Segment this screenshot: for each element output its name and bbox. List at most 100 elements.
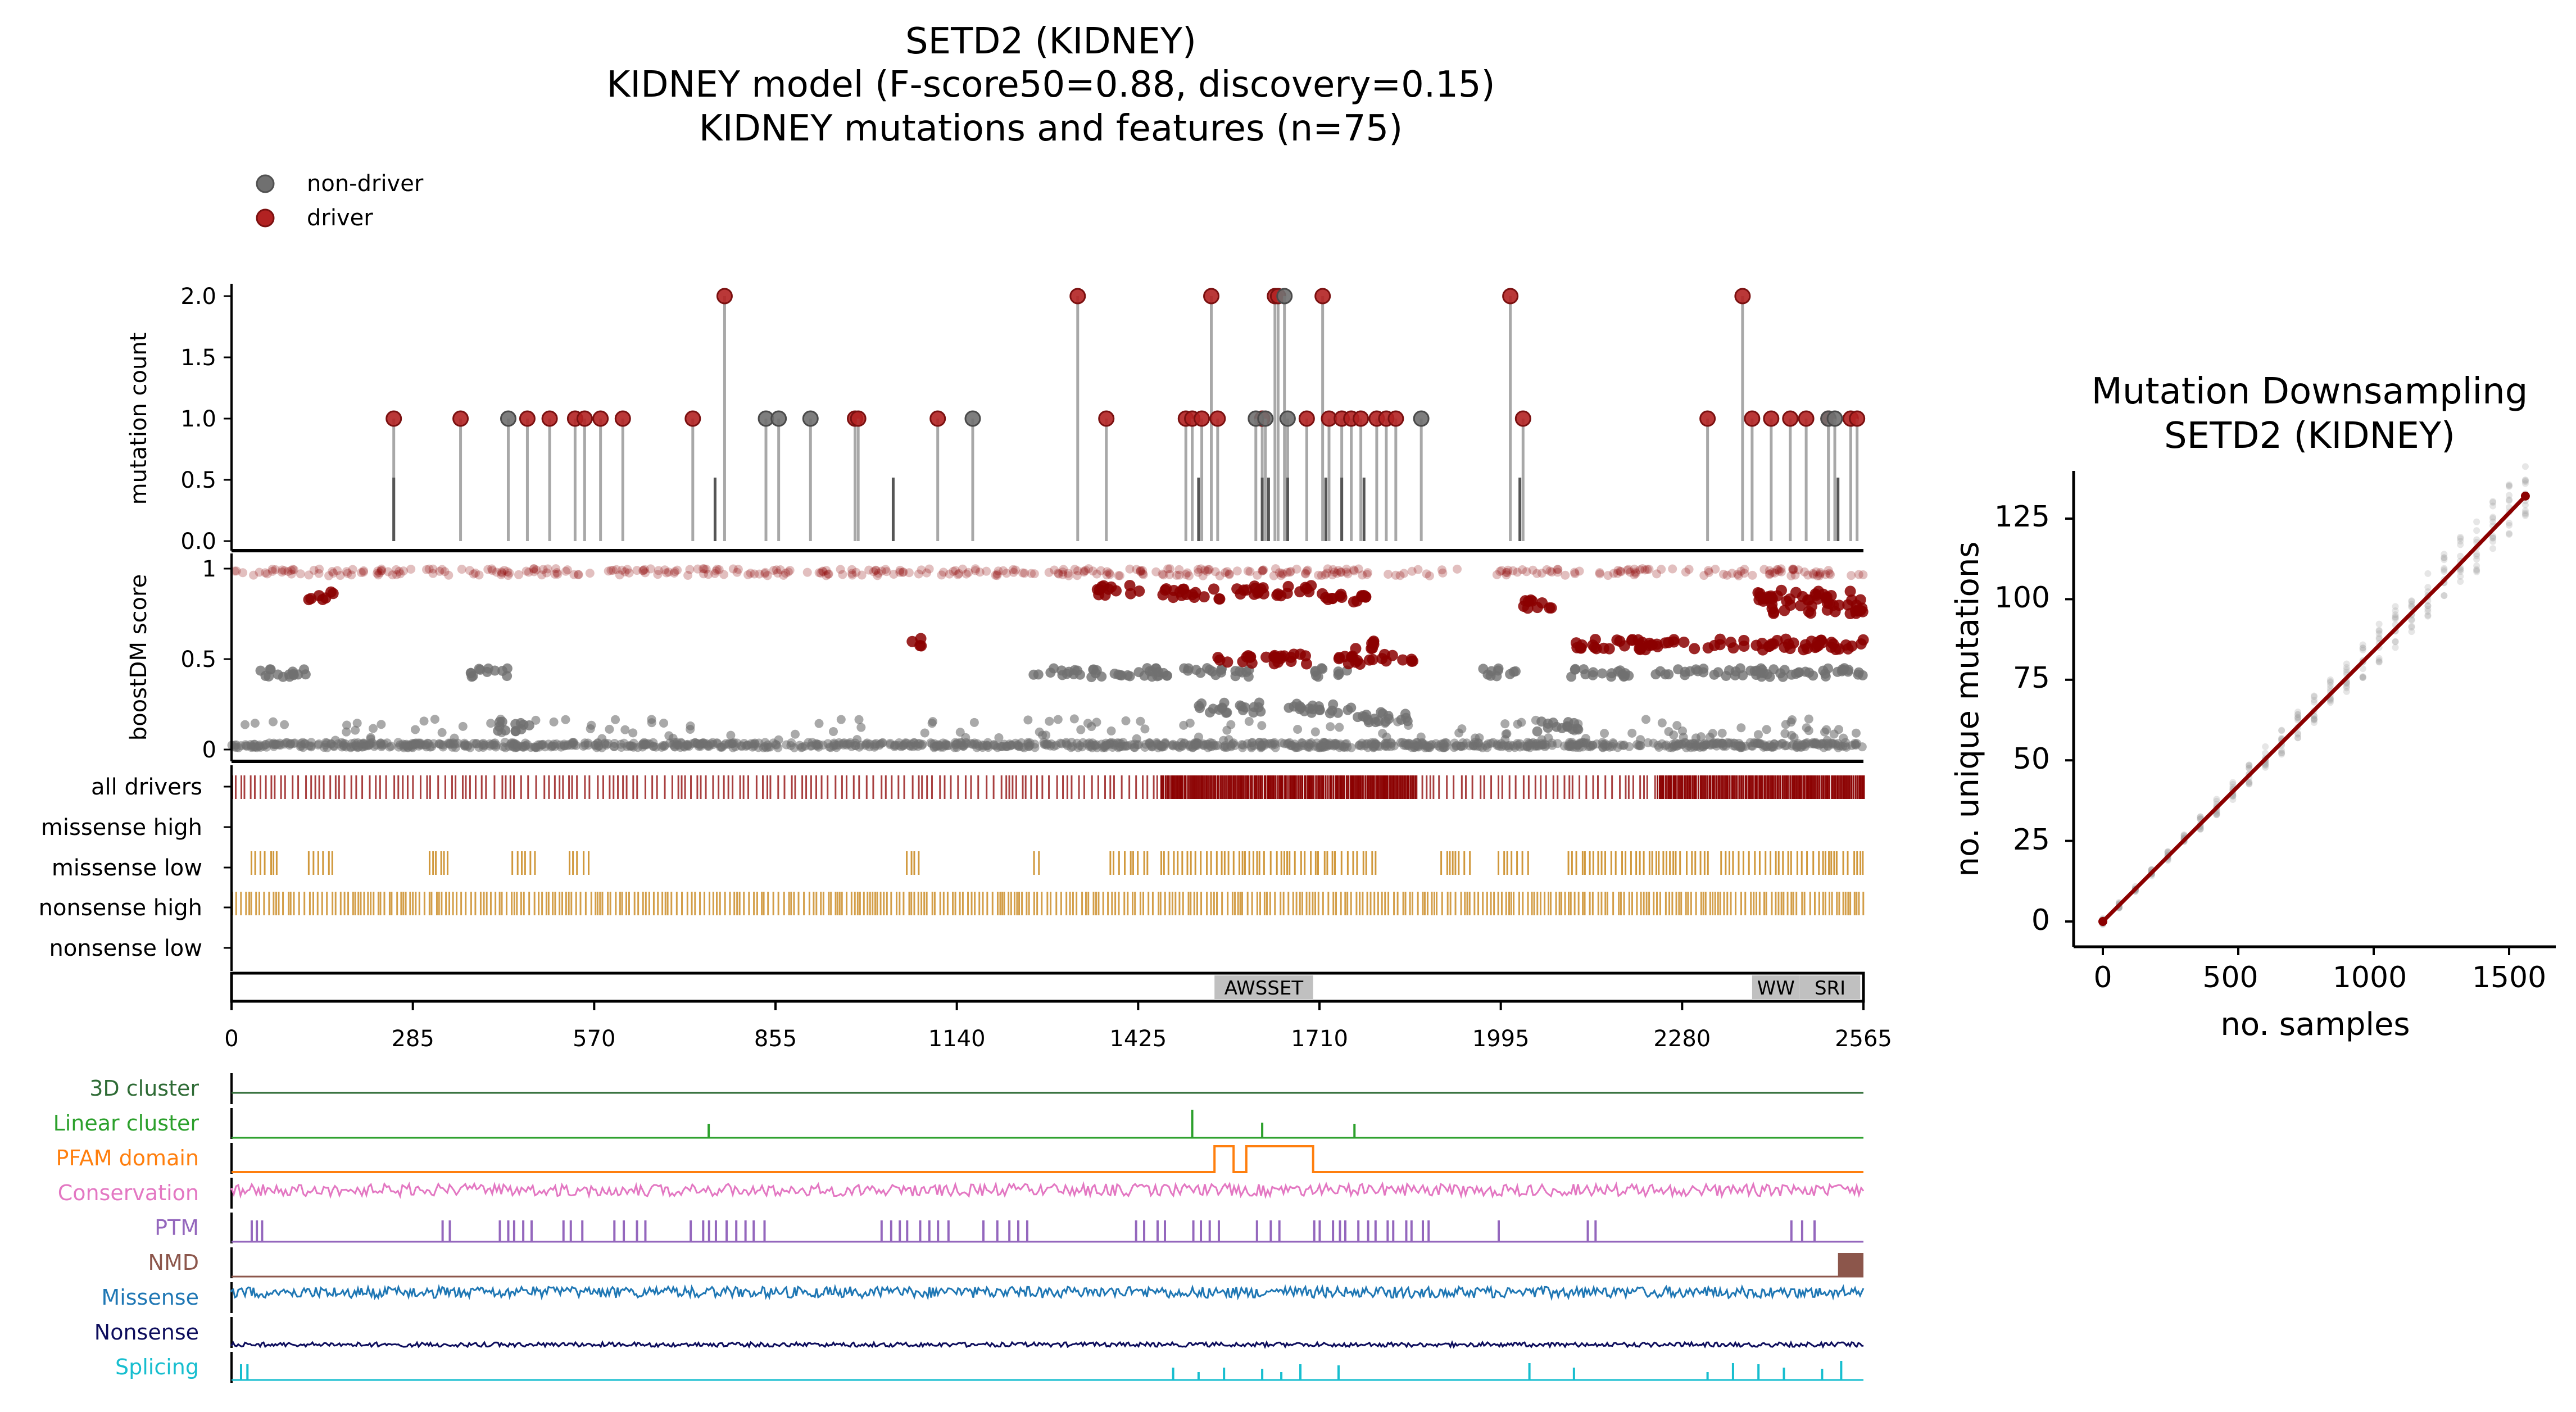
consequence-tick: [1506, 851, 1508, 875]
consequence-tick: [1168, 892, 1171, 915]
consequence-tick: [1728, 851, 1730, 875]
consequence-tick: [1323, 851, 1326, 875]
consequence-tick: [830, 892, 832, 915]
score-point: [262, 569, 272, 579]
score-point: [856, 723, 866, 732]
lollipop-head-non-driver: [1826, 410, 1843, 427]
lollipop-head-non-driver: [1413, 410, 1430, 427]
consequence-tick: [1003, 892, 1005, 915]
consequence-tick: [1460, 892, 1462, 915]
legend-label-nondriver: non-driver: [307, 171, 424, 197]
score-point: [1608, 738, 1618, 747]
score-point: [961, 733, 970, 742]
score-point: [1609, 569, 1618, 578]
score-point: [1508, 741, 1518, 751]
consequence-tick: [1304, 775, 1306, 799]
consequence-tick: [1224, 775, 1226, 799]
consequence-tick: [1118, 892, 1120, 915]
mutation-count-ticks: [224, 295, 232, 542]
score-point: [572, 741, 581, 750]
consequence-tick: [1795, 892, 1798, 915]
score-point: [537, 570, 547, 580]
score-point: [1378, 729, 1387, 738]
score-point: [683, 571, 693, 580]
consequence-tick: [1246, 775, 1249, 799]
feature-tracks: 3D cluster Linear cluster PFAM domain Co…: [53, 1073, 1865, 1383]
consequence-tick: [1314, 892, 1316, 915]
score-point: [1465, 741, 1475, 751]
consequence-tick: [355, 775, 357, 799]
score-point: [1570, 569, 1580, 579]
score-point: [873, 571, 882, 580]
score-point: [1736, 723, 1746, 733]
score-point: [1500, 719, 1510, 729]
lollipop-head-driver: [614, 410, 631, 427]
score-point: [1258, 566, 1267, 576]
score-point: [1257, 721, 1267, 730]
score-point: [267, 565, 277, 574]
score-point: [477, 739, 487, 749]
consequence-tick: [1349, 775, 1352, 799]
consequence-tick: [1340, 892, 1342, 915]
score-point: [1198, 571, 1208, 580]
consequence-tick: [1643, 892, 1645, 915]
score-point: [271, 739, 281, 749]
score-point: [1238, 584, 1250, 596]
score-point: [277, 567, 287, 577]
consequence-tick: [305, 775, 307, 799]
score-point: [1354, 564, 1363, 574]
score-point: [1551, 721, 1562, 732]
consequence-tick: [1235, 775, 1237, 799]
ptm-site: [1344, 1220, 1346, 1242]
consequence-tick: [761, 892, 763, 915]
consequence-tick: [691, 892, 693, 915]
consequence-tick: [1281, 775, 1283, 799]
score-point: [317, 593, 329, 605]
score-point: [1096, 566, 1106, 575]
ds-sample-point: [2521, 463, 2529, 470]
consequence-tick: [992, 775, 995, 799]
score-point: [1804, 668, 1815, 678]
score-point: [422, 565, 432, 574]
ptm-site: [1192, 1220, 1195, 1242]
lollipop-head-driver: [576, 410, 593, 427]
consequence-tick: [1181, 775, 1183, 799]
consequence-tick: [323, 775, 325, 799]
consequence-tick: [872, 775, 874, 799]
consequence-tick: [1618, 892, 1620, 915]
score-point: [1847, 571, 1856, 580]
score-point: [783, 567, 793, 576]
consequence-tick: [235, 892, 237, 915]
consequence-tick: [1269, 851, 1272, 875]
consequence-tick: [1280, 892, 1282, 915]
consequence-tick: [331, 851, 333, 875]
ds-sample-point: [2473, 556, 2480, 563]
consequence-tick: [428, 892, 430, 915]
consequence-tick: [1620, 892, 1622, 915]
consequence-tick: [1707, 851, 1709, 875]
score-point: [1342, 564, 1352, 574]
consequence-tick: [597, 775, 599, 799]
score-point: [1824, 566, 1833, 575]
score-point: [914, 569, 923, 579]
consequence-tick: [1280, 851, 1282, 875]
consequence-tick: [1185, 775, 1187, 799]
consequence-tick: [1779, 775, 1781, 799]
ptm-site: [919, 1220, 922, 1242]
score-point: [852, 735, 862, 744]
csqn-label-all-drivers: all drivers: [91, 774, 202, 800]
score-point: [1745, 738, 1755, 747]
consequence-tick: [1536, 892, 1539, 915]
consequence-tick: [1570, 892, 1572, 915]
ds-sample-point: [2213, 796, 2220, 803]
score-point: [1221, 568, 1230, 578]
score-point: [347, 570, 356, 580]
score-point: [1537, 569, 1546, 578]
consequence-tick: [1672, 775, 1675, 799]
consequence-tick: [1352, 775, 1354, 799]
score-point: [847, 570, 857, 580]
consequence-tick: [1790, 892, 1793, 915]
score-point: [1350, 566, 1359, 576]
score-point: [1194, 567, 1203, 577]
ds-ytick-0: 0: [2031, 904, 2050, 937]
